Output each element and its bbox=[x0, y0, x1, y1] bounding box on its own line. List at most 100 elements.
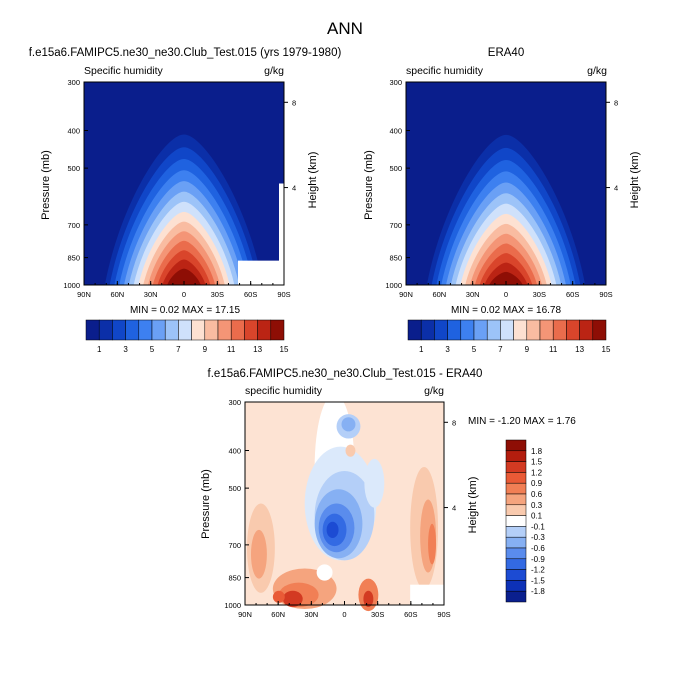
panel-era40-stats: MIN = 0.02 MAX = 16.78 bbox=[451, 305, 561, 316]
colorbar-swatch bbox=[505, 590, 527, 603]
diff-contour-4 bbox=[428, 523, 437, 565]
colorbar-label: 3 bbox=[445, 345, 450, 354]
colorbar-label: 0.3 bbox=[531, 501, 543, 510]
missing-data-edge bbox=[279, 183, 285, 286]
colorbar-swatch bbox=[98, 319, 113, 341]
y-tick-label: 500 bbox=[67, 164, 80, 173]
y-right-tick-label: 4 bbox=[452, 504, 456, 513]
y-right-tick-label: 8 bbox=[452, 418, 456, 427]
colorbar-swatch bbox=[420, 319, 435, 341]
colorbar-label: 3 bbox=[123, 345, 128, 354]
panel-diff-plot bbox=[245, 393, 445, 612]
colorbar-label: 15 bbox=[602, 345, 611, 354]
diff-contour-11 bbox=[326, 521, 339, 539]
diff-contour-1 bbox=[250, 529, 267, 579]
x-tick-label: 60S bbox=[404, 610, 417, 619]
panel-model-title: f.e15a6.FAMIPC5.ne30_ne30.Club_Test.015 … bbox=[29, 47, 342, 59]
colorbar-swatch bbox=[164, 319, 179, 341]
diff-contour-20 bbox=[363, 590, 374, 608]
colorbar-label: 13 bbox=[575, 345, 584, 354]
diff-contour-14 bbox=[364, 458, 385, 508]
panel-era40-colorbar: 1 3 5 7 9 11 13 15 bbox=[407, 319, 611, 354]
x-tick-label: 90N bbox=[77, 290, 91, 299]
colorbar-swatch bbox=[486, 319, 501, 341]
colorbar-swatch bbox=[552, 319, 567, 341]
colorbar-swatch bbox=[138, 319, 153, 341]
colorbar-label: 1.5 bbox=[531, 458, 543, 467]
panel-era40-ylabel: Pressure (mb) bbox=[363, 150, 375, 220]
colorbar-label: 1 bbox=[419, 345, 424, 354]
y-right-tick-label: 8 bbox=[292, 98, 296, 107]
panel-model-axes: 90N 60N 30N 0 30S 60S 90S 300 400 500 700 850 1000 8 4 bbox=[63, 78, 296, 299]
y-tick-label: 700 bbox=[228, 541, 241, 550]
colorbar-swatch bbox=[447, 319, 462, 341]
colorbar-swatch bbox=[460, 319, 475, 341]
diff-contour-18 bbox=[272, 590, 285, 603]
panel-era40-units: g/kg bbox=[587, 65, 607, 77]
colorbar-label: 13 bbox=[253, 345, 262, 354]
panel-model-colorbar: 1 3 5 7 9 11 13 15 bbox=[85, 319, 289, 354]
colorbar-swatch bbox=[505, 558, 527, 570]
x-tick-label: 30N bbox=[144, 290, 158, 299]
colorbar-swatch bbox=[270, 319, 285, 341]
panel-era40-ylabel-right: Height (km) bbox=[629, 152, 641, 209]
y-right-tick-label: 8 bbox=[614, 98, 618, 107]
colorbar-swatch bbox=[505, 504, 527, 516]
missing-data-region bbox=[238, 260, 285, 286]
panel-diff-axes: 90N 60N 30N 0 30S 60S 90S 300 400 500 700 850 1000 8 4 bbox=[224, 398, 456, 619]
colorbar-swatch bbox=[407, 319, 422, 341]
x-tick-label: 90S bbox=[277, 290, 290, 299]
y-tick-label: 300 bbox=[228, 398, 241, 407]
y-tick-label: 1000 bbox=[224, 601, 241, 610]
x-tick-label: 60S bbox=[566, 290, 579, 299]
x-tick-label: 90S bbox=[599, 290, 612, 299]
x-tick-label: 90N bbox=[399, 290, 413, 299]
panel-diff-ylabel: Pressure (mb) bbox=[200, 469, 212, 539]
x-tick-label: 60N bbox=[432, 290, 446, 299]
panel-model-plot bbox=[84, 82, 285, 286]
y-tick-label: 500 bbox=[228, 484, 241, 493]
colorbar-swatch bbox=[539, 319, 554, 341]
contour-level-14 bbox=[489, 271, 523, 285]
colorbar-swatch bbox=[434, 319, 448, 341]
colorbar-swatch bbox=[204, 319, 219, 341]
colorbar-label: 1 bbox=[97, 345, 102, 354]
x-tick-label: 30S bbox=[533, 290, 546, 299]
colorbar-label: 15 bbox=[280, 345, 289, 354]
panel-diff: f.e15a6.FAMIPC5.ne30_ne30.Club_Test.015 … bbox=[200, 368, 576, 619]
colorbar-label: -0.6 bbox=[531, 544, 545, 553]
y-right-tick-label: 4 bbox=[614, 184, 618, 193]
colorbar-swatch bbox=[513, 319, 528, 341]
colorbar-swatch bbox=[505, 461, 527, 473]
y-tick-label: 850 bbox=[389, 254, 402, 263]
colorbar-swatch bbox=[505, 450, 527, 462]
colorbar-label: 0.6 bbox=[531, 490, 543, 499]
colorbar-label: -1.2 bbox=[531, 566, 545, 575]
y-tick-label: 850 bbox=[67, 254, 80, 263]
colorbar-swatch bbox=[125, 319, 140, 341]
x-tick-label: 0 bbox=[504, 290, 508, 299]
colorbar-label: -0.1 bbox=[531, 522, 545, 531]
y-right-tick-label: 4 bbox=[292, 184, 296, 193]
y-tick-label: 850 bbox=[228, 574, 241, 583]
panel-model-subtitle: Specific humidity bbox=[84, 65, 164, 77]
colorbar-label: 7 bbox=[176, 345, 181, 354]
contour-level-14 bbox=[167, 268, 201, 285]
x-tick-label: 60S bbox=[244, 290, 257, 299]
diff-contour-17 bbox=[282, 590, 303, 608]
colorbar-swatch bbox=[112, 319, 126, 341]
colorbar-swatch bbox=[505, 515, 527, 527]
colorbar-swatch bbox=[505, 493, 527, 506]
colorbar-label: 0.1 bbox=[531, 512, 543, 521]
x-tick-label: 30N bbox=[466, 290, 480, 299]
x-tick-label: 90N bbox=[238, 610, 252, 619]
colorbar-swatch bbox=[257, 319, 272, 341]
panel-era40-axes: 90N 60N 30N 0 30S 60S 90S 300 400 500 700 850 1000 8 4 bbox=[385, 78, 618, 299]
x-tick-label: 60N bbox=[110, 290, 124, 299]
panel-model: f.e15a6.FAMIPC5.ne30_ne30.Club_Test.015 … bbox=[29, 47, 342, 354]
diff-contour-21 bbox=[345, 444, 356, 457]
colorbar-label: -1.5 bbox=[531, 576, 545, 585]
panel-era40: ERA40 specific humidity g/kg 90N 60N 30N 0 3… bbox=[363, 47, 641, 354]
y-tick-label: 500 bbox=[389, 164, 402, 173]
